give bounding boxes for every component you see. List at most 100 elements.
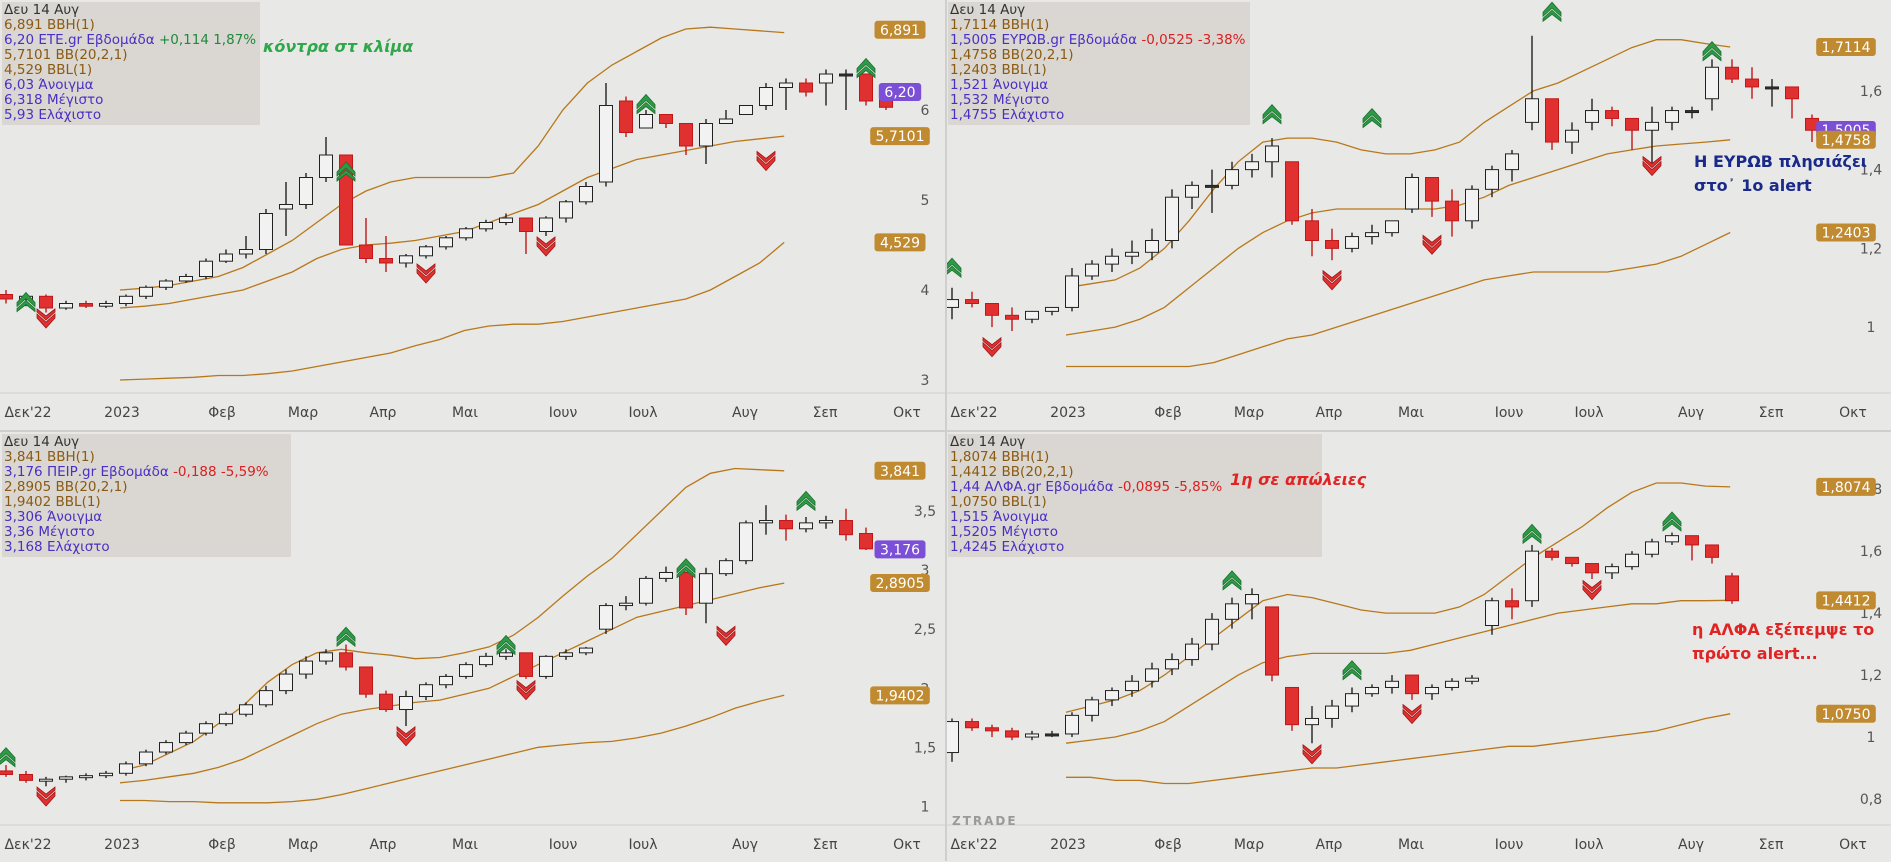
- candle-body: [579, 186, 593, 203]
- candle-body: [739, 105, 753, 115]
- down-arrow-lower: [1422, 234, 1442, 247]
- candle-body: [599, 605, 613, 630]
- candle-body: [1505, 153, 1519, 171]
- candle: [1285, 686, 1299, 731]
- down-arrow-lower: [982, 336, 1002, 350]
- down-arrow-icon: [982, 336, 1002, 358]
- x-tick-label: Φεβ: [208, 837, 236, 853]
- candle: [1025, 730, 1039, 741]
- candle: [1545, 548, 1559, 561]
- candle: [759, 83, 773, 110]
- up-arrow-upper: [0, 747, 16, 763]
- candle-body: [1245, 594, 1259, 605]
- price-tag: 3,176: [874, 540, 926, 559]
- y-tick-label: 3: [921, 373, 930, 389]
- candle-body: [579, 647, 593, 654]
- y-tick-label: 0,8: [1860, 792, 1882, 808]
- candlestick-chart[interactable]: 1 1,2 1,4 1,6 Δεκ'22 2023 Φεβ Μαρ Απρ Μαι Ιουν Ιουλ…: [946, 0, 1891, 430]
- candle: [1505, 149, 1519, 182]
- x-tick-label: Ιουλ: [1574, 405, 1603, 421]
- up-arrow-upper: [1662, 511, 1682, 527]
- candle: [739, 105, 753, 115]
- info-bb: 1,4412 BB(20,2,1): [950, 464, 1074, 480]
- info-date: Δευ 14 Αυγ: [4, 2, 80, 18]
- candle: [1565, 556, 1579, 567]
- price-tag-label: 1,4758: [1822, 133, 1871, 149]
- y-tick-label: 1: [1867, 730, 1876, 746]
- info-open: 6,03 Άνοιγμα: [4, 77, 94, 93]
- chart-panel-peir: 11,522,533,5Δεκ'222023ΦεβΜαρΑπρΜαιΙουνΙο…: [0, 432, 945, 862]
- candle: [1545, 98, 1559, 150]
- candle-body: [1025, 310, 1039, 320]
- up-arrow-upper: [1262, 104, 1282, 120]
- candle: [619, 96, 633, 137]
- x-tick-label: Σεπ: [813, 837, 838, 853]
- annotation-text: στο᾽ 1ο alert: [1694, 176, 1812, 195]
- candle: [1605, 106, 1619, 127]
- candle: [699, 567, 713, 624]
- candlestick-chart[interactable]: 11,522,533,5Δεκ'222023ΦεβΜαρΑπρΜαιΙουνΙο…: [0, 432, 945, 862]
- candle: [1665, 532, 1679, 545]
- candle-body: [1725, 575, 1739, 602]
- info-low: 1,4245 Ελάχιστο: [950, 539, 1065, 555]
- up-arrow-icon: [336, 161, 356, 182]
- candle-body: [839, 520, 853, 536]
- candle-body: [1345, 693, 1359, 707]
- candle-body: [279, 673, 293, 692]
- up-arrow-icon: [796, 490, 816, 512]
- info-bb: 2,8905 BB(20,2,1): [4, 479, 128, 495]
- x-tick-label: Ιουλ: [628, 405, 657, 421]
- candle-body: [1165, 659, 1179, 670]
- candle-body: [499, 652, 513, 657]
- candle: [499, 649, 513, 660]
- candle-body: [859, 73, 873, 102]
- candlestick-chart[interactable]: 0,811,21,41,61,8Δεκ'222023ΦεβΜαρΑπρΜαιΙο…: [946, 432, 1891, 862]
- candle-body: [459, 228, 473, 239]
- candle: [1065, 712, 1079, 738]
- watermark-logo: ZTRADE: [952, 814, 1018, 828]
- price-tag: 4,529: [874, 233, 926, 252]
- info-bbl: 1,2403 BBL(1): [950, 62, 1047, 78]
- candle-body: [559, 652, 573, 657]
- down-arrow-icon: [1582, 579, 1602, 601]
- candle-body: [99, 772, 113, 777]
- candle-body: [719, 560, 733, 575]
- candle-body: [859, 533, 873, 550]
- candle-body: [239, 249, 253, 255]
- down-arrow-icon: [1642, 155, 1662, 177]
- candle: [1345, 232, 1359, 253]
- up-arrow-icon: [1262, 104, 1282, 125]
- y-tick-label: 1,6: [1860, 84, 1882, 100]
- candle: [379, 690, 393, 712]
- candle: [559, 649, 573, 660]
- candle: [119, 761, 133, 776]
- candle-body: [559, 201, 573, 219]
- x-tick-label: Φεβ: [1154, 837, 1182, 853]
- candle: [339, 154, 353, 246]
- candlestick-chart[interactable]: 3 4 5 6 Δεκ'22 2023 Φεβ Μαρ Απρ Μαι Ιουν Ιουλ Αυγ Σεπ…: [0, 0, 945, 430]
- candle-body: [319, 652, 333, 662]
- info-bb: 1,4758 BB(20,2,1): [950, 47, 1074, 63]
- price-tag-label: 1,2403: [1822, 226, 1871, 242]
- candle: [1125, 240, 1139, 265]
- y-tick-label: 1,6: [1860, 544, 1882, 560]
- price-tag: 6,891: [874, 20, 926, 39]
- candle-body: [19, 773, 33, 781]
- bb-lower-line: [119, 241, 785, 381]
- candle: [1585, 563, 1599, 580]
- candle-body: [79, 303, 93, 307]
- candle-body: [1565, 129, 1579, 143]
- candle: [739, 520, 753, 565]
- candle: [279, 669, 293, 695]
- candle-body: [439, 237, 453, 248]
- candle-body: [1645, 121, 1659, 131]
- candle-body: [139, 286, 153, 297]
- info-date: Δευ 14 Αυγ: [950, 434, 1026, 450]
- info-low: 5,93 Ελάχιστο: [4, 107, 102, 123]
- up-arrow-upper: [1522, 523, 1542, 540]
- candle-body: [419, 684, 433, 698]
- candle-body: [1625, 553, 1639, 568]
- price-tag-bg: [870, 127, 930, 146]
- down-arrow-lower: [756, 150, 776, 164]
- candle-body: [1425, 686, 1439, 695]
